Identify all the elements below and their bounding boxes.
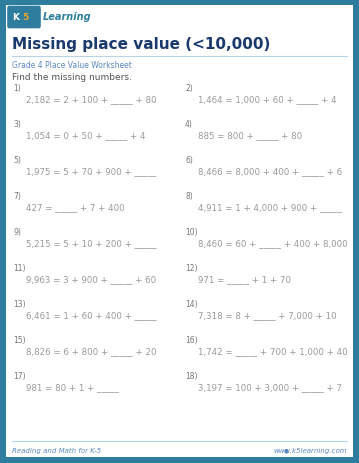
Text: 1): 1) xyxy=(13,84,21,94)
Text: 13): 13) xyxy=(13,300,25,309)
FancyBboxPatch shape xyxy=(6,6,353,457)
Text: 885 = 800 + _____ + 80: 885 = 800 + _____ + 80 xyxy=(198,131,302,140)
Text: 18): 18) xyxy=(185,372,197,381)
Text: 1,054 = 0 + 50 + _____ + 4: 1,054 = 0 + 50 + _____ + 4 xyxy=(26,131,145,140)
Text: 5,215 = 5 + 10 + 200 + _____: 5,215 = 5 + 10 + 200 + _____ xyxy=(26,239,157,248)
Text: 15): 15) xyxy=(13,336,25,345)
Text: 4,911 = 1 + 4,000 + 900 + _____: 4,911 = 1 + 4,000 + 900 + _____ xyxy=(198,203,342,212)
Text: 16): 16) xyxy=(185,336,197,345)
Text: 1,975 = 5 + 70 + 900 + _____: 1,975 = 5 + 70 + 900 + _____ xyxy=(26,167,156,176)
Text: Find the missing numbers.: Find the missing numbers. xyxy=(12,72,132,81)
Text: 14): 14) xyxy=(185,300,197,309)
Text: Missing place value (<10,000): Missing place value (<10,000) xyxy=(12,37,270,51)
Text: ●: ● xyxy=(284,448,288,452)
Text: 17): 17) xyxy=(13,372,25,381)
Text: 2): 2) xyxy=(185,84,193,94)
Text: 9): 9) xyxy=(13,228,21,237)
Text: 7,318 = 8 + _____ + 7,000 + 10: 7,318 = 8 + _____ + 7,000 + 10 xyxy=(198,311,337,320)
Text: 7): 7) xyxy=(13,192,21,201)
Text: 5: 5 xyxy=(22,13,28,21)
FancyBboxPatch shape xyxy=(7,6,41,29)
Text: 8,826 = 6 + 800 + _____ + 20: 8,826 = 6 + 800 + _____ + 20 xyxy=(26,347,157,356)
Text: 3,197 = 100 + 3,000 + _____ + 7: 3,197 = 100 + 3,000 + _____ + 7 xyxy=(198,383,342,392)
Text: 1,742 = _____ + 700 + 1,000 + 40: 1,742 = _____ + 700 + 1,000 + 40 xyxy=(198,347,348,356)
Text: 6,461 = 1 + 60 + 400 + _____: 6,461 = 1 + 60 + 400 + _____ xyxy=(26,311,157,320)
Text: 8,466 = 8,000 + 400 + _____ + 6: 8,466 = 8,000 + 400 + _____ + 6 xyxy=(198,167,342,176)
Text: 6): 6) xyxy=(185,156,193,165)
Text: Grade 4 Place Value Worksheet: Grade 4 Place Value Worksheet xyxy=(12,60,132,69)
Text: 9,963 = 3 + 900 + _____ + 60: 9,963 = 3 + 900 + _____ + 60 xyxy=(26,275,156,284)
Text: 5): 5) xyxy=(13,156,21,165)
Text: 427 = _____ + 7 + 400: 427 = _____ + 7 + 400 xyxy=(26,203,125,212)
Text: 8): 8) xyxy=(185,192,193,201)
Text: K: K xyxy=(13,13,19,21)
Text: Learning: Learning xyxy=(43,12,92,22)
Text: 971 = _____ + 1 + 70: 971 = _____ + 1 + 70 xyxy=(198,275,291,284)
Text: 981 = 80 + 1 + _____: 981 = 80 + 1 + _____ xyxy=(26,383,119,392)
Text: 8,460 = 60 + _____ + 400 + 8,000: 8,460 = 60 + _____ + 400 + 8,000 xyxy=(198,239,348,248)
Text: 1,464 = 1,000 + 60 + _____ + 4: 1,464 = 1,000 + 60 + _____ + 4 xyxy=(198,95,337,104)
Text: 12): 12) xyxy=(185,264,197,273)
Text: 3): 3) xyxy=(13,120,21,129)
Text: Reading and Math for K-5: Reading and Math for K-5 xyxy=(12,447,101,453)
Text: 2,182 = 2 + 100 + _____ + 80: 2,182 = 2 + 100 + _____ + 80 xyxy=(26,95,157,104)
Text: 11): 11) xyxy=(13,264,25,273)
Text: 4): 4) xyxy=(185,120,193,129)
Text: www.k5learning.com: www.k5learning.com xyxy=(273,447,347,453)
Text: 10): 10) xyxy=(185,228,197,237)
